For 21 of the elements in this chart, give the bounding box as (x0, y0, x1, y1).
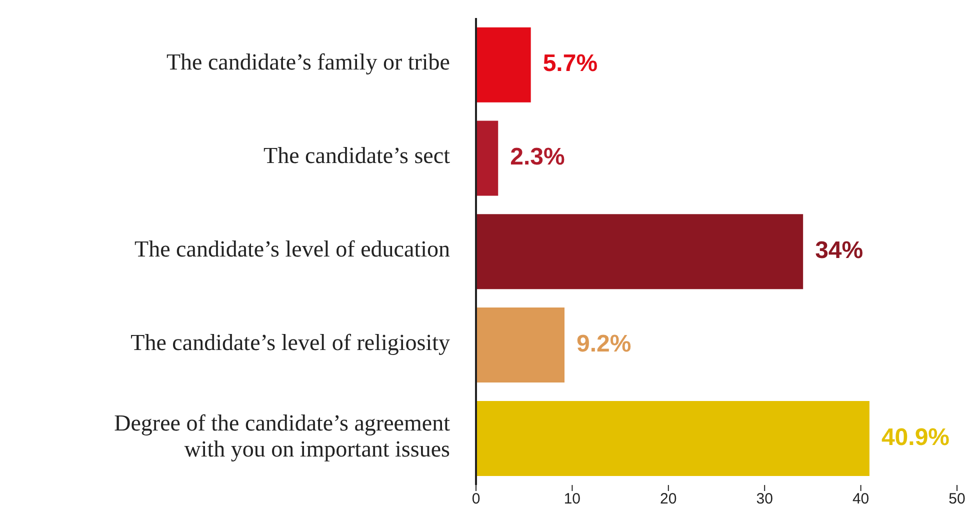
y-tick-label: The candidate’s level of religiosity (130, 330, 450, 356)
bar (476, 400, 870, 476)
bar (476, 120, 498, 196)
data-label: 5.7% (542, 50, 598, 78)
y-tick-label: The candidate’s sect (264, 143, 451, 168)
x-tick-label: 20 (660, 490, 677, 508)
bar (476, 214, 804, 290)
x-tick-label: 40 (852, 490, 870, 508)
x-tick-label: 30 (756, 490, 773, 508)
data-label: 9.2% (576, 330, 632, 358)
x-tick-label: 50 (948, 490, 966, 508)
y-tick-label: The candidate’s level of education (134, 236, 450, 262)
x-tick-label: 0 (472, 490, 480, 508)
data-label: 40.9% (881, 424, 950, 451)
x-tick-label: 10 (564, 490, 581, 508)
bar (476, 27, 531, 102)
data-label: 34% (815, 236, 864, 264)
y-tick-label: The candidate’s family or tribe (166, 50, 450, 75)
y-tick-label: Degree of the candidate’s agreement with you on important issues (114, 410, 451, 462)
bar (476, 308, 565, 383)
data-label: 2.3% (510, 144, 565, 171)
